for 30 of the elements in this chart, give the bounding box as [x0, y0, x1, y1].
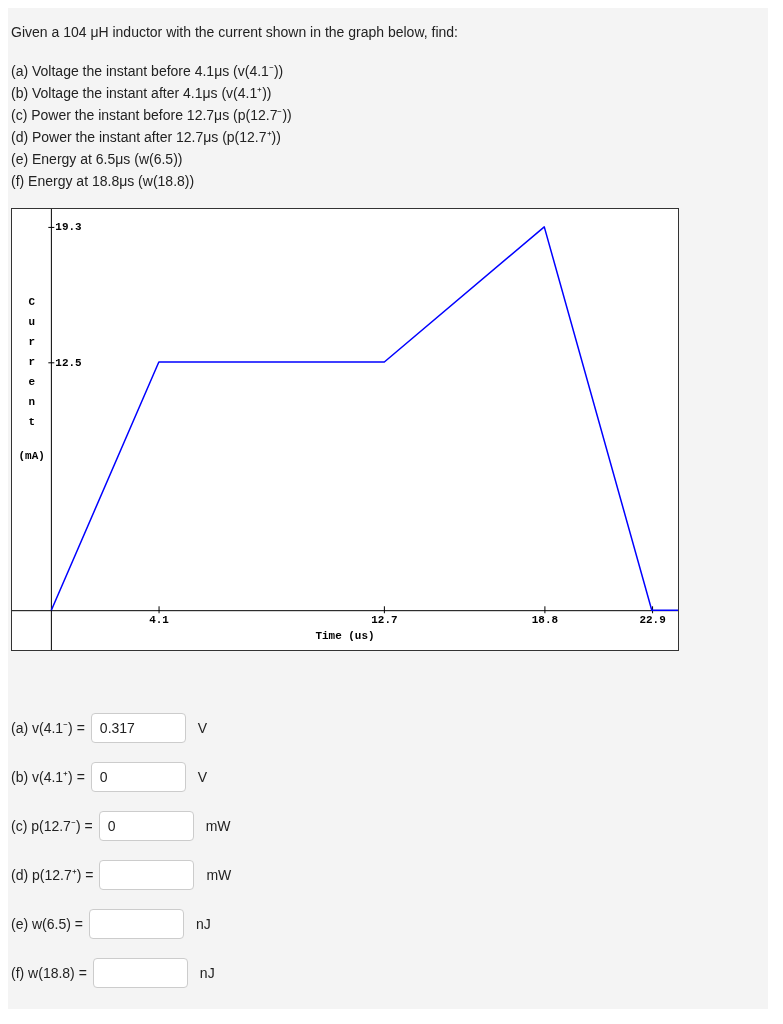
- text: mW: [205, 817, 231, 834]
- text: mW: [206, 866, 232, 883]
- text: (a) Voltage the instant before 4.1μs (v(4.1⁻)): [11, 62, 285, 81]
- text: (e) w(6.5) =: [11, 915, 83, 932]
- text: nJ: [199, 964, 215, 981]
- answer-field: 0: [90, 761, 186, 792]
- y-tick-label: 19.3: [55, 221, 83, 234]
- text: V: [197, 768, 208, 785]
- text: V: [197, 719, 208, 736]
- y-tick-label: 12.5: [55, 356, 82, 369]
- text: nJ: [195, 915, 211, 932]
- text: (b) v(4.1⁺) =: [11, 768, 85, 786]
- answer-field: 0.317: [90, 712, 186, 743]
- text: Current (mA): [18, 296, 45, 463]
- answer-field: 0: [98, 810, 194, 841]
- text: (e) Energy at 6.5μs (w(6.5)): [11, 150, 184, 169]
- text: (c) p(12.7⁻) =: [11, 817, 93, 835]
- text: (f) Energy at 18.8μs (w(18.8)): [11, 172, 196, 191]
- text: (a) v(4.1⁻) =: [11, 719, 85, 737]
- x-axis-title: Time (us): [315, 630, 375, 643]
- text: (c) Power the instant before 12.7μs (p(12.7⁻)): [11, 106, 293, 125]
- text: (d) Power the instant after 12.7μs (p(12.7⁺)): [11, 128, 282, 147]
- chart-title: Given a 104 μH inductor with the current shown in the graph below, find:: [11, 24, 459, 40]
- x-tick-label: 22.9: [639, 614, 666, 627]
- x-tick-label: 12.7: [371, 614, 398, 627]
- x-tick-label: 4.1: [149, 614, 170, 627]
- x-tick-label: 18.8: [531, 614, 559, 627]
- text: (d) p(12.7⁺) =: [11, 866, 94, 884]
- text: (b) Voltage the instant after 4.1μs (v(4.1⁺)): [11, 84, 273, 103]
- text: (f) w(18.8) =: [11, 964, 87, 981]
